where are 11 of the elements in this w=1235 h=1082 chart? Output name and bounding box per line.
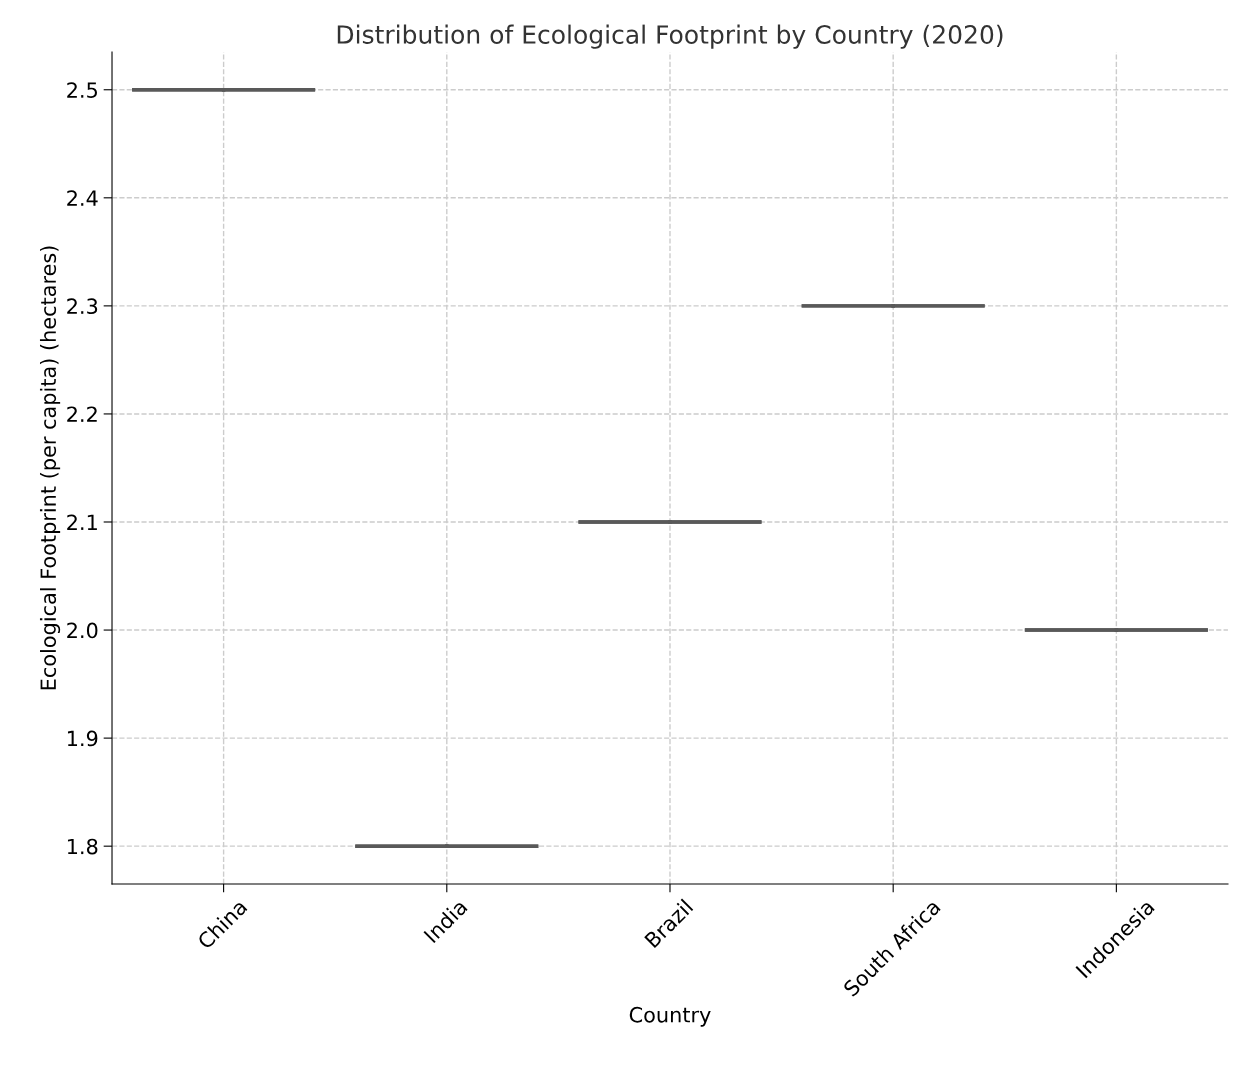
y-tick-label: 2.5 bbox=[67, 82, 97, 98]
y-tick-label: 2.1 bbox=[67, 514, 97, 530]
y-tick-label: 2.2 bbox=[67, 406, 97, 422]
chart-title: Distribution of Ecological Footprint by Country (2020) bbox=[337, 24, 1003, 49]
y-tick-label: 1.9 bbox=[67, 730, 98, 747]
y-tick-label: 2.0 bbox=[67, 622, 98, 639]
y-tick-label: 1.8 bbox=[67, 838, 98, 855]
y-axis-title: Ecological Footprint (per capita) (hectares) bbox=[39, 246, 61, 690]
y-tick-label: 2.4 bbox=[67, 190, 98, 206]
y-tick-label: 2.3 bbox=[67, 298, 98, 315]
x-axis-title: Country bbox=[629, 1006, 711, 1027]
